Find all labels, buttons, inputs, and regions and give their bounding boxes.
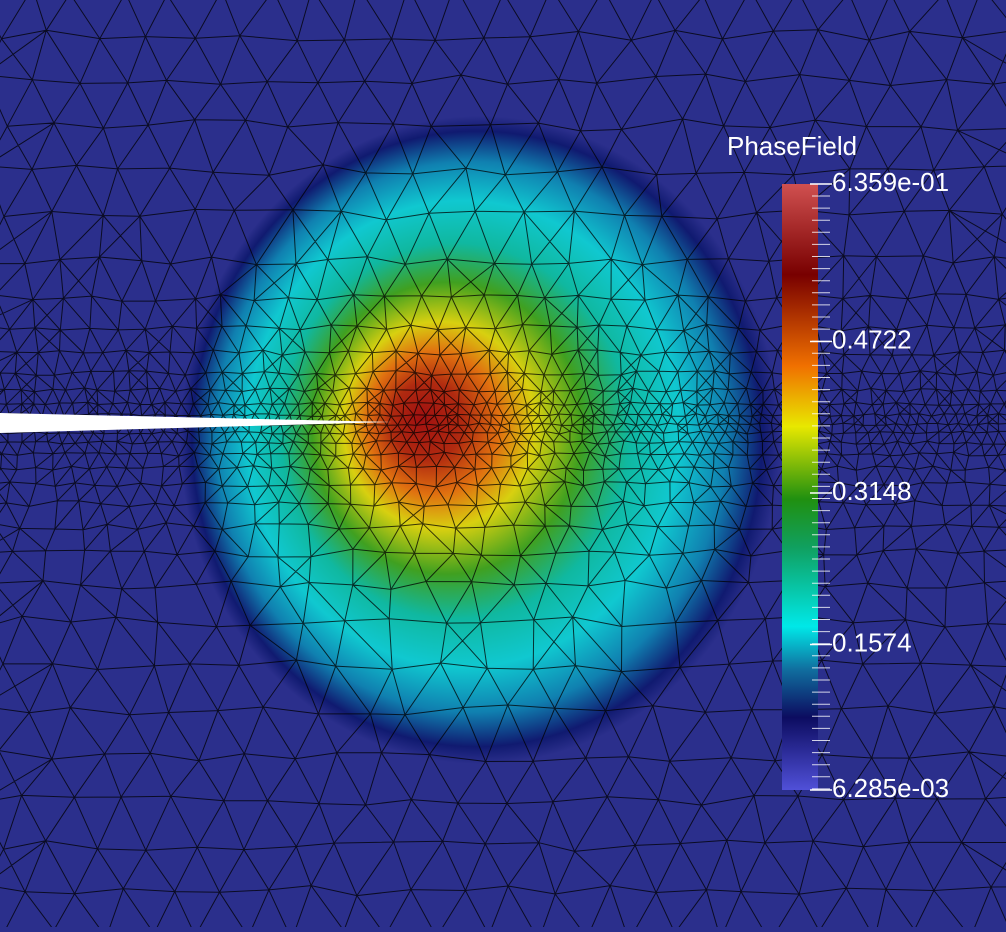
colorbar-tick-label: 6.285e-03 (832, 773, 949, 803)
crack (0, 413, 392, 433)
colorbar-tick-label: 0.1574 (832, 627, 912, 657)
colorbar-title: PhaseField (727, 131, 857, 161)
colorbar-tick-label: 6.359e-01 (832, 167, 949, 197)
colorbar-tick-label: 0.3148 (832, 476, 912, 506)
colorbar-tick-label: 0.4722 (832, 324, 912, 354)
colorbar (782, 184, 818, 790)
